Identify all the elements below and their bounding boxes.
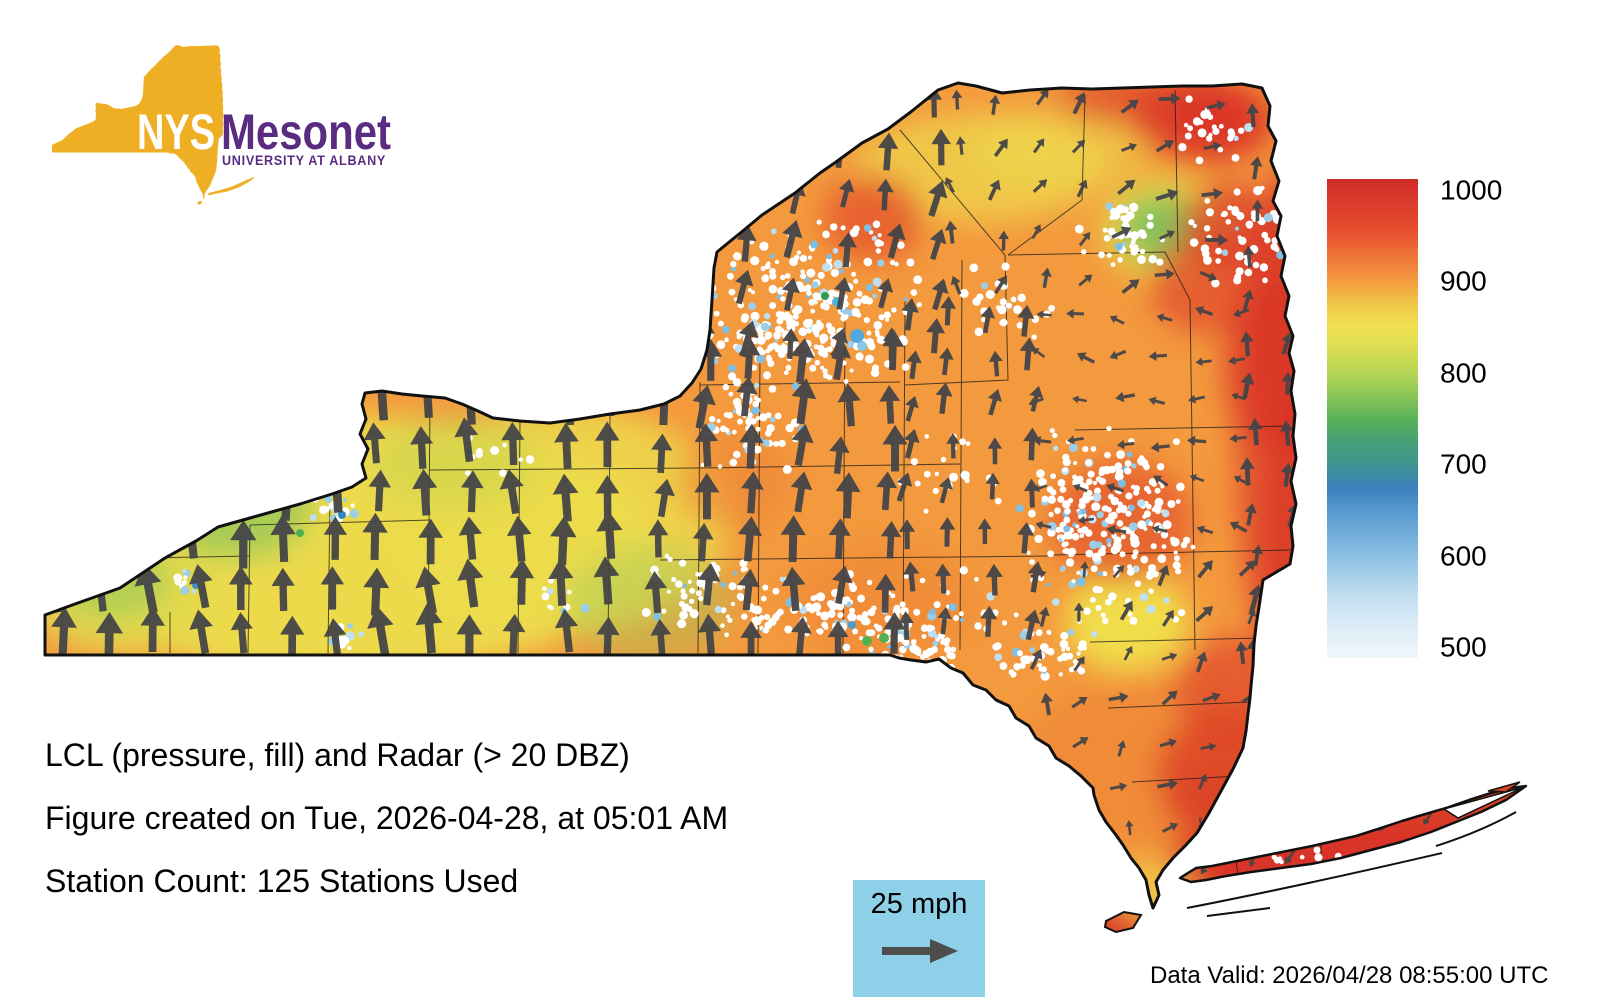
colorbar-tick-label: 700 — [1440, 449, 1487, 480]
wind-speed-label: 25 mph — [870, 888, 968, 920]
colorbar-tick-label: 1000 — [1440, 175, 1502, 206]
logo-ny-state-shape — [52, 45, 224, 201]
colorbar: 1000 900 800 700 600 500 — [1327, 175, 1502, 663]
peconic-bay — [1442, 786, 1525, 819]
station-count-text: Station Count: 125 Stations Used — [45, 863, 519, 899]
colorbar-tick-label: 800 — [1440, 358, 1487, 389]
colorbar-tick-label: 900 — [1440, 266, 1487, 297]
figure-created-text: Figure created on Tue, 2026-04-28, at 05… — [45, 800, 729, 836]
wind-reference-arrow-icon — [882, 939, 958, 963]
colorbar-tick-label: 600 — [1440, 541, 1487, 572]
colorbar-gradient — [1327, 179, 1418, 658]
logo-tagline-text: UNIVERSITY AT ALBANY — [222, 152, 386, 168]
fishers-island — [1487, 781, 1521, 793]
colorbar-tick-label: 500 — [1440, 632, 1487, 663]
map-title: LCL (pressure, fill) and Radar (> 20 DBZ… — [45, 737, 630, 773]
barrier-island-line — [1186, 852, 1443, 909]
data-valid-text: Data Valid: 2026/04/28 08:55:00 UTC — [1150, 962, 1549, 989]
logo-nys-text: NYS — [137, 104, 215, 160]
wind-speed-legend: 25 mph — [853, 880, 985, 997]
logo-mesonet-text: Mesonet — [221, 104, 391, 160]
